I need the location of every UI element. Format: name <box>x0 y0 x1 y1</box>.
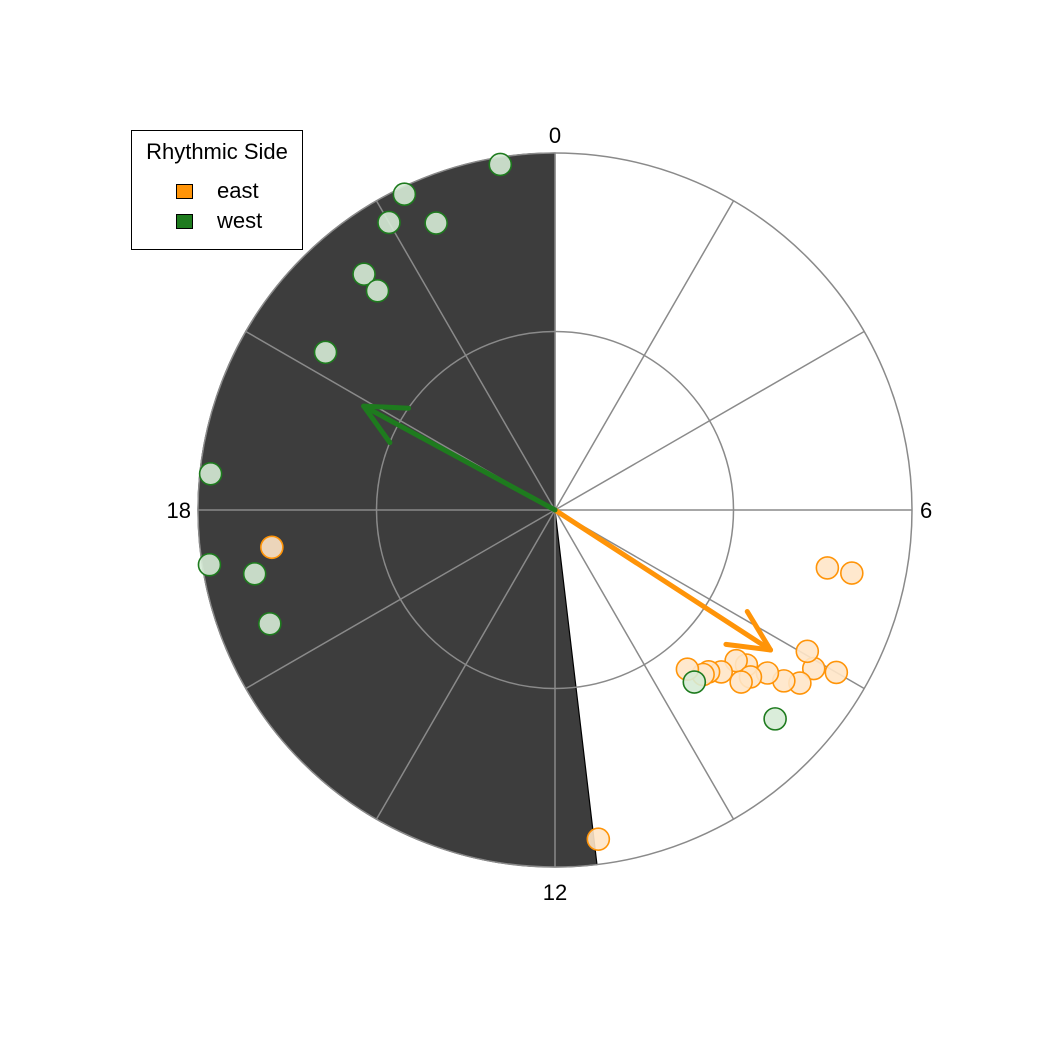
point-east <box>729 670 753 694</box>
legend-label-west: west <box>217 208 263 233</box>
mean-vector-head-west <box>361 403 412 446</box>
point-east <box>815 556 840 580</box>
mean-vector-arrows <box>361 403 774 653</box>
point-east <box>260 535 284 560</box>
angular-tick-label: 0 <box>549 123 561 148</box>
point-west <box>682 670 707 694</box>
point-east <box>824 660 849 685</box>
point-west <box>392 182 417 207</box>
grid-ring <box>197 152 913 868</box>
angular-tick-label: 12 <box>543 880 567 905</box>
point-west <box>365 279 390 303</box>
angular-tick-label: 6 <box>920 498 932 523</box>
point-west <box>352 262 376 286</box>
point-west <box>763 707 787 731</box>
legend-label-east: east <box>217 178 259 203</box>
legend-title: Rhythmic Side <box>146 139 288 164</box>
legend-item-west: west <box>176 208 263 233</box>
angular-tick-label: 18 <box>167 498 191 523</box>
point-west <box>377 210 401 235</box>
legend: Rhythmic Side east west <box>131 130 303 250</box>
point-west <box>488 152 513 177</box>
angular-tick-labels: 0 6 12 18 <box>167 123 933 905</box>
legend-item-east: east <box>176 178 259 203</box>
mean-vector-west <box>361 403 558 513</box>
grid-ring <box>375 330 735 690</box>
legend-swatch-west <box>176 213 193 229</box>
point-east <box>586 827 611 851</box>
point-east <box>795 639 820 664</box>
mean-vector-head-east <box>723 609 774 653</box>
point-west <box>313 340 338 365</box>
point-west <box>198 462 223 486</box>
point-west <box>197 552 222 577</box>
point-east <box>840 561 864 585</box>
mean-vector-east <box>552 507 774 653</box>
point-west <box>424 211 448 235</box>
point-west <box>258 611 282 636</box>
data-points <box>197 152 864 851</box>
legend-swatch-east <box>176 183 193 199</box>
point-west <box>242 562 267 586</box>
